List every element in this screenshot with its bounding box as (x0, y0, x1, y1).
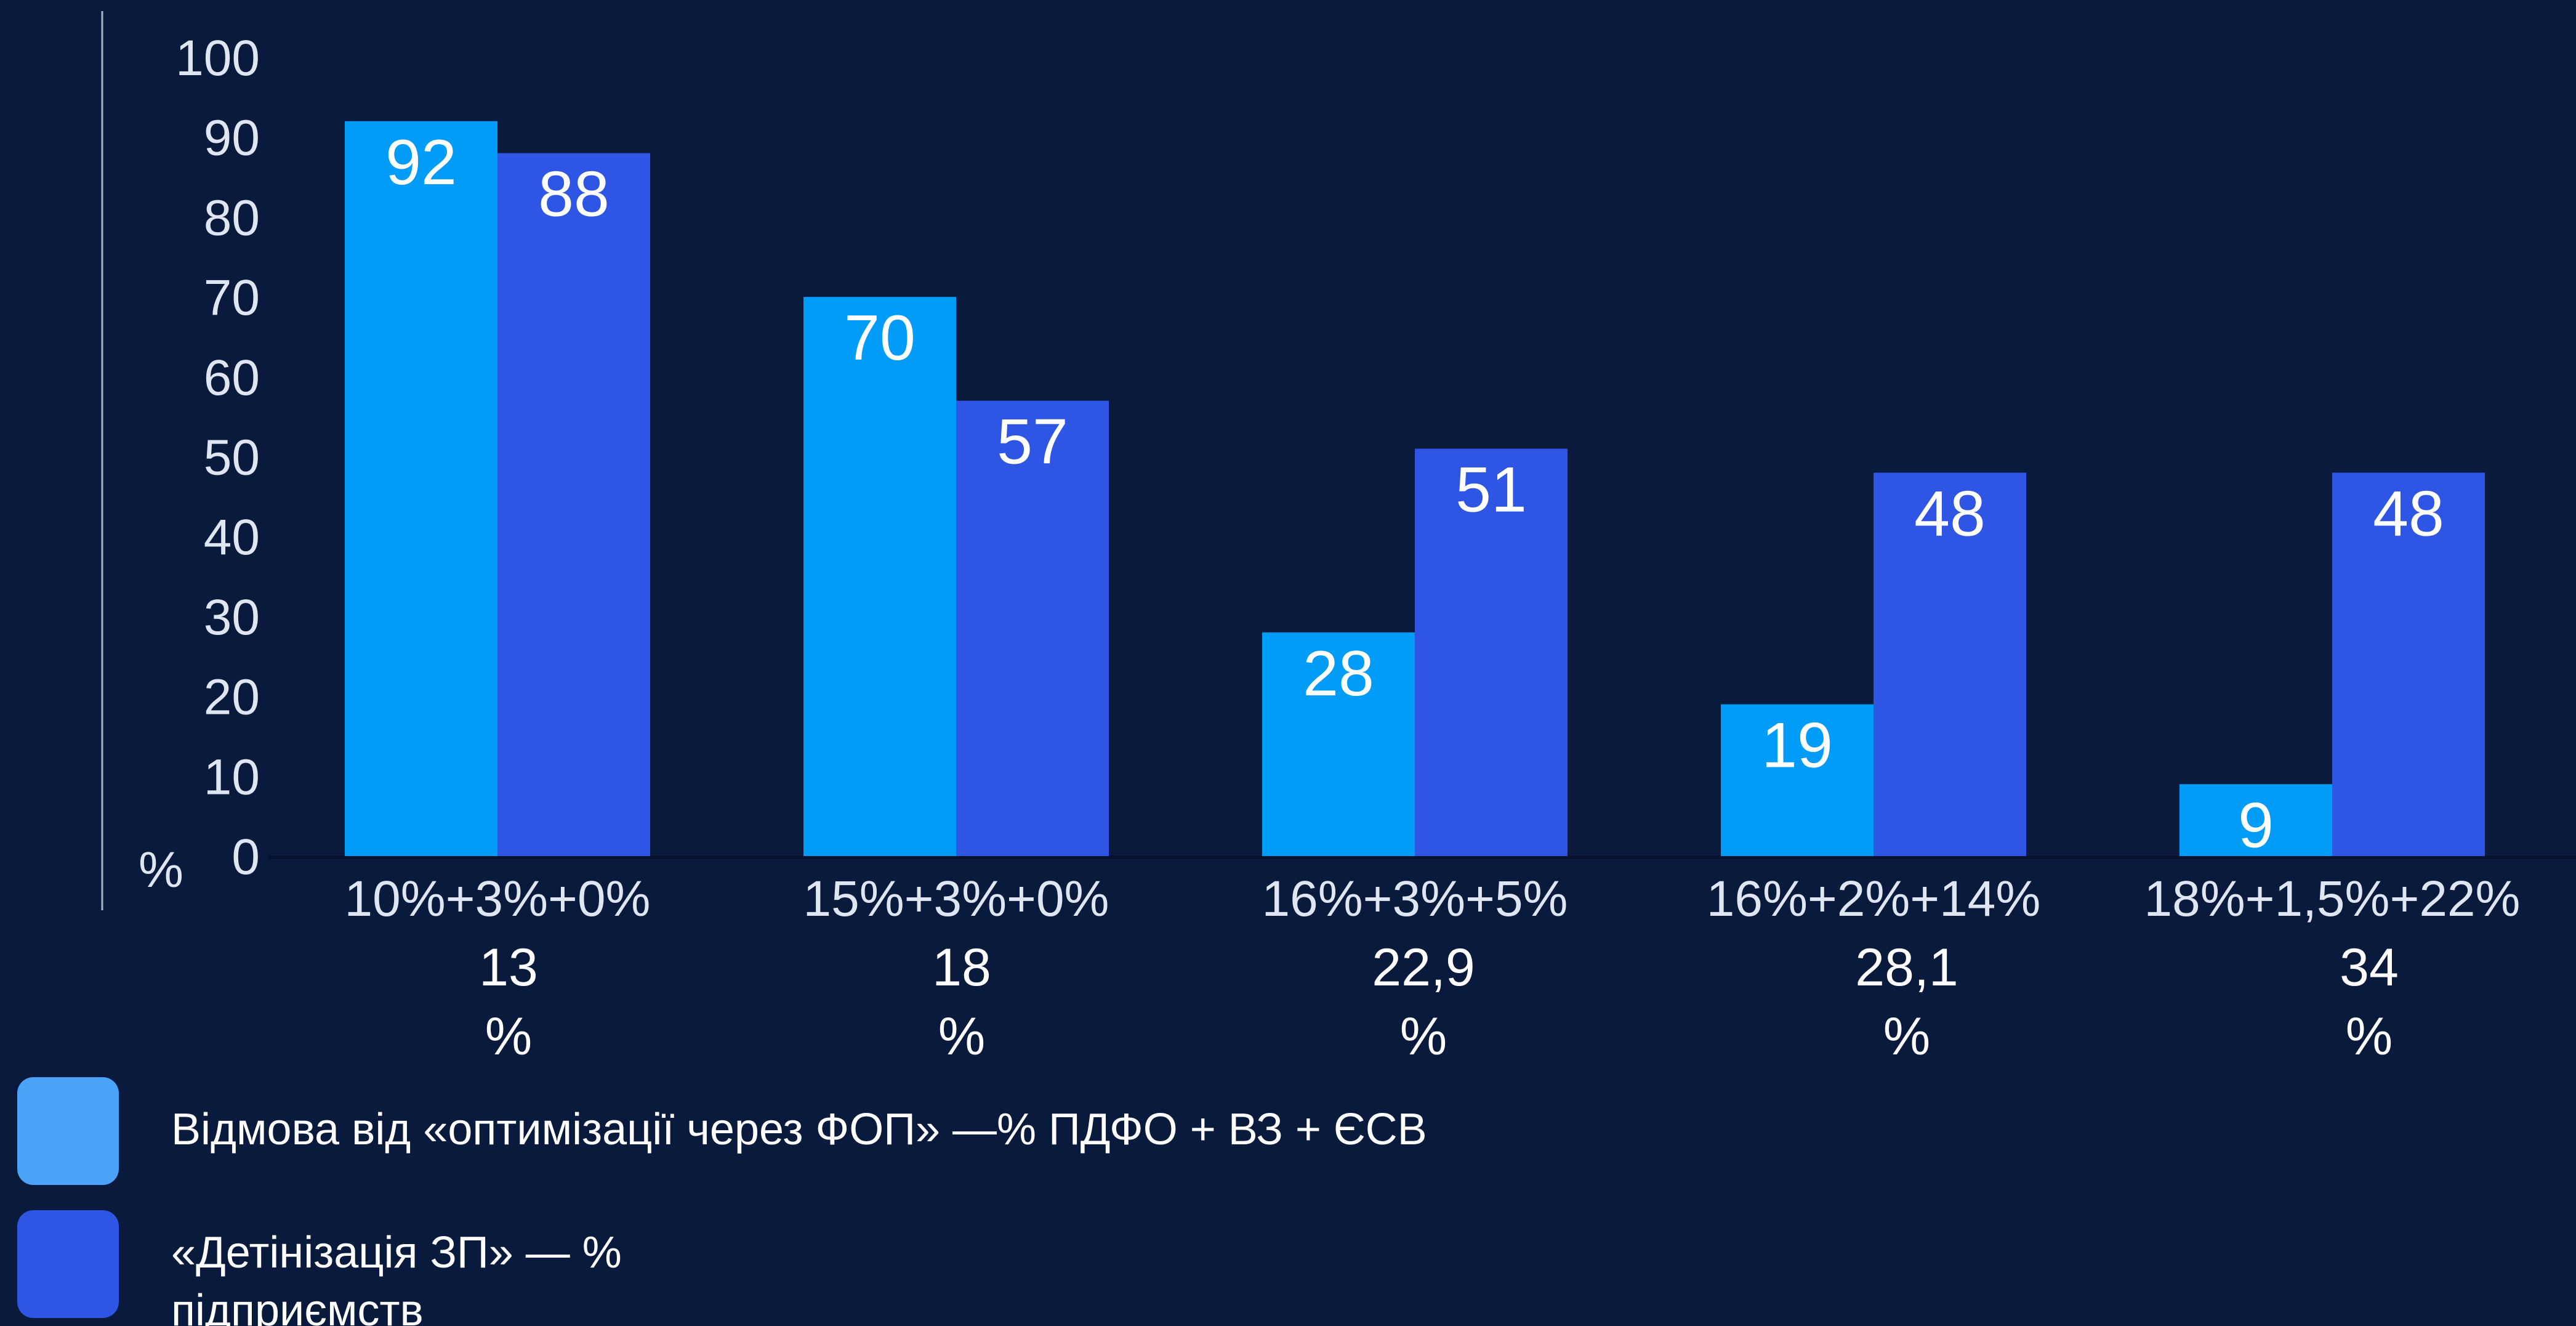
legend-item-series-2: «Детінізація ЗП» — % підприємств (17, 1198, 1556, 1326)
y-tick-label: 0 (231, 829, 260, 885)
x-category-sublabel: 34 (2340, 938, 2399, 997)
bar-data-label: 92 (385, 127, 457, 198)
bar-series-1 (345, 121, 497, 856)
x-category-sublabel: 18 (932, 938, 991, 997)
bar-data-label: 51 (1455, 455, 1527, 526)
bar-data-label: 9 (2238, 790, 2274, 861)
y-tick-label: 30 (204, 589, 260, 645)
x-category-sublabel: % (1400, 1007, 1447, 1066)
y-tick-label: 60 (204, 350, 260, 406)
x-category-sublabel: % (1883, 1007, 1930, 1066)
bar-data-label: 88 (538, 159, 610, 230)
y-tick-label: 90 (204, 110, 260, 166)
bar-series-1 (2180, 784, 2332, 856)
x-category-label: 16%+2%+14% (1707, 871, 2041, 927)
legend-swatch-series-1 (17, 1077, 119, 1185)
x-category-label: 15%+3%+0% (803, 871, 1109, 927)
legend-label-series-1: Відмова від «оптимізації через ФОП» —% П… (171, 1105, 1427, 1154)
bar-data-label: 28 (1303, 638, 1374, 709)
x-category-label: 10%+3%+0% (345, 871, 651, 927)
x-category-sublabel: % (485, 1007, 532, 1066)
bar-data-label: 57 (997, 406, 1068, 478)
y-axis-ticks: 0 10 20 30 40 50 60 70 80 90 100 (175, 30, 260, 885)
x-category-sublabel: 22,9 (1372, 938, 1475, 997)
bar-series-2 (1415, 448, 1568, 856)
legend-label-series-2: «Детінізація ЗП» — % підприємств (171, 1228, 622, 1326)
y-tick-label: 70 (204, 270, 260, 326)
y-tick-label: 40 (204, 509, 260, 565)
y-tick-label: 50 (204, 430, 260, 486)
x-category-label: 16%+3%+5% (1262, 871, 1568, 927)
bar-data-label: 19 (1761, 710, 1833, 782)
x-category-sublabel: 28,1 (1855, 938, 1958, 997)
legend: Відмова від «оптимізації через ФОП» —% П… (17, 1075, 1556, 1326)
x-category-label: 18%+1,5%+22% (2144, 871, 2521, 927)
bar-data-label: 48 (2373, 478, 2444, 549)
y-axis-unit-label: % (139, 842, 183, 898)
bar-data-labels: 92 88 70 57 28 51 19 48 9 48 (385, 127, 2444, 862)
legend-swatch-series-2 (17, 1210, 119, 1318)
bar-group (345, 121, 2485, 857)
bar-series-1 (803, 297, 956, 857)
x-category-sublabel: % (938, 1007, 985, 1066)
bar-data-label: 48 (1914, 478, 1986, 549)
bar-series-2 (2332, 472, 2485, 856)
bar-series-1 (1721, 704, 1874, 856)
x-axis-category-labels: 10%+3%+0% 13% 15%+3%+0% 18% 16%+3%+5% 22,9% 16… (345, 871, 2521, 1066)
x-category-sublabel: 13 (479, 938, 538, 997)
legend-item-series-1: Відмова від «оптимізації через ФОП» —% П… (17, 1075, 1556, 1198)
bar-data-label: 70 (844, 302, 916, 374)
bar-series-2 (1874, 472, 2026, 856)
bar-series-2 (497, 153, 650, 856)
bar-series-1 (1262, 632, 1415, 856)
y-tick-label: 10 (204, 749, 260, 805)
bar-series-2 (956, 400, 1109, 856)
y-tick-label: 20 (204, 669, 260, 726)
y-tick-label: 80 (204, 190, 260, 246)
y-tick-label: 100 (175, 30, 260, 86)
x-category-sublabel: % (2346, 1007, 2393, 1066)
